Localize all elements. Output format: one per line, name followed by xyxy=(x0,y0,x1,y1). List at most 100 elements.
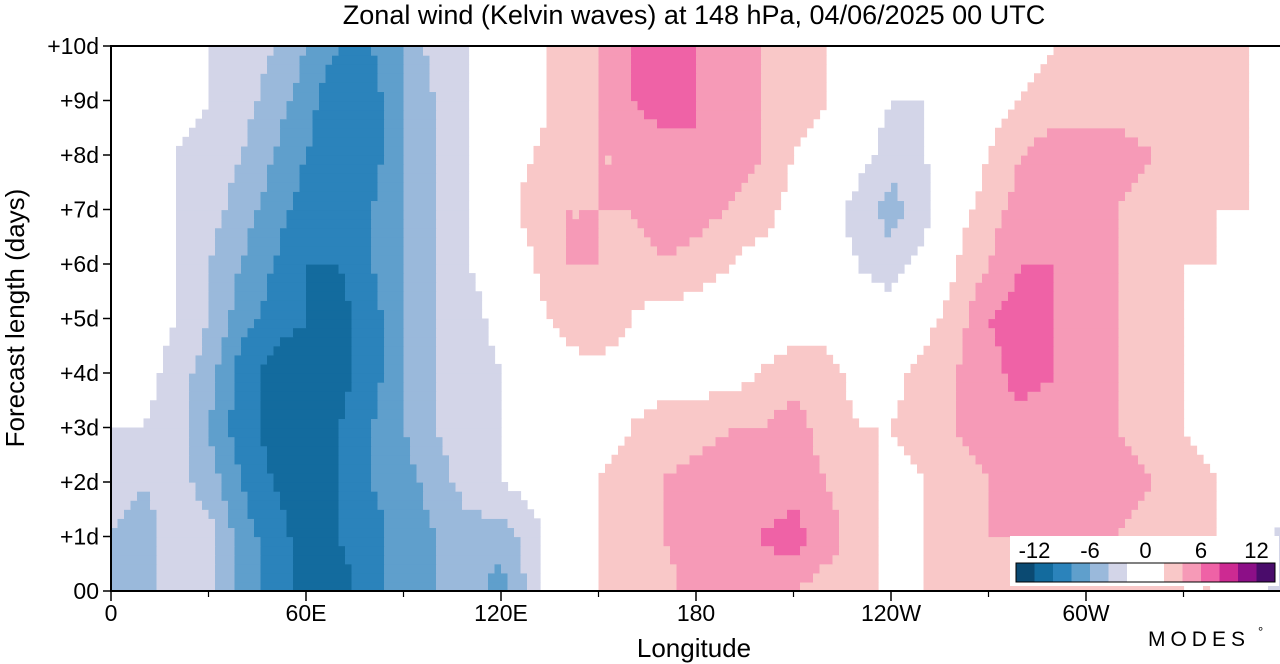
field-cell xyxy=(910,363,957,374)
field-cell xyxy=(598,536,665,547)
field-cell xyxy=(156,373,190,383)
field-cell xyxy=(787,345,827,356)
field-cell xyxy=(280,336,353,347)
field-cell xyxy=(163,354,197,365)
field-cell xyxy=(631,418,769,429)
field-cell xyxy=(267,445,340,456)
field-cell xyxy=(384,155,405,165)
field-cell xyxy=(1118,391,1185,401)
field-cell xyxy=(819,563,879,574)
field-cell xyxy=(403,264,437,274)
field-cell xyxy=(598,491,665,501)
field-cell xyxy=(845,200,879,211)
field-cell xyxy=(111,463,190,474)
field-cell xyxy=(1027,145,1152,156)
field-cell xyxy=(176,245,216,256)
field-cell xyxy=(293,82,320,93)
field-cell xyxy=(962,436,1126,447)
field-cell xyxy=(1008,200,1120,211)
field-cell xyxy=(1008,291,1055,301)
field-cell xyxy=(228,418,262,429)
field-cell xyxy=(403,191,437,202)
field-cell xyxy=(260,581,294,592)
field-cell xyxy=(1138,173,1250,183)
field-cell xyxy=(377,382,405,392)
field-cell xyxy=(371,472,418,483)
field-cell xyxy=(800,581,879,592)
field-cell xyxy=(403,418,437,429)
field-cell xyxy=(520,563,541,574)
field-cell xyxy=(371,418,405,429)
field-cell xyxy=(546,55,600,65)
field-cell xyxy=(260,409,346,420)
field-cell xyxy=(351,572,385,583)
field-cell xyxy=(995,309,1055,320)
field-cell xyxy=(657,118,697,129)
field-cell xyxy=(995,336,1055,347)
field-cell xyxy=(774,518,801,529)
field-cell xyxy=(423,482,457,492)
field-cell xyxy=(988,509,1133,519)
field-cell xyxy=(377,64,405,74)
field-cell xyxy=(195,482,223,492)
field-cell xyxy=(1053,46,1250,56)
field-cell xyxy=(189,373,216,383)
field-cell xyxy=(1118,227,1217,238)
field-cell xyxy=(221,336,242,347)
field-cell xyxy=(975,291,1009,301)
field-cell xyxy=(208,282,236,292)
field-cell xyxy=(949,291,977,301)
field-cell xyxy=(306,155,385,165)
field-cell xyxy=(215,545,236,556)
field-cell xyxy=(1118,527,1217,538)
field-cell xyxy=(1118,264,1185,274)
field-cell xyxy=(878,209,905,220)
field-cell xyxy=(403,409,437,420)
field-cell xyxy=(208,300,236,311)
field-cell xyxy=(377,500,424,510)
field-cell xyxy=(377,73,405,83)
field-cell xyxy=(436,418,502,429)
field-cell xyxy=(234,563,262,574)
field-cell xyxy=(267,454,340,465)
field-cell xyxy=(449,454,502,465)
field-cell xyxy=(150,409,190,420)
field-cell xyxy=(280,118,314,129)
field-cell xyxy=(325,64,379,74)
field-cell xyxy=(598,64,632,74)
field-cell xyxy=(956,427,1120,438)
field-cell xyxy=(488,572,509,583)
field-cell xyxy=(1118,254,1217,265)
field-cell xyxy=(1021,264,1055,274)
field-cell xyxy=(917,354,964,365)
field-cell xyxy=(156,563,216,574)
field-cell xyxy=(241,264,275,274)
field-cell xyxy=(858,173,931,183)
field-cell xyxy=(345,273,379,283)
field-cell xyxy=(982,173,1016,183)
field-cell xyxy=(1125,436,1191,447)
field-cell xyxy=(286,509,340,519)
field-cell xyxy=(351,354,385,365)
field-cell xyxy=(423,491,463,501)
field-cell xyxy=(1001,300,1055,311)
field-cell xyxy=(111,500,132,510)
field-cell xyxy=(436,145,470,156)
field-cell xyxy=(234,373,262,383)
field-cell xyxy=(228,327,249,338)
field-cell xyxy=(761,100,827,111)
field-cell xyxy=(436,300,483,311)
field-cell xyxy=(923,472,990,483)
field-cell xyxy=(761,527,808,538)
field-cell xyxy=(1125,127,1250,138)
field-cell xyxy=(273,254,372,265)
field-cell xyxy=(878,200,905,211)
field-cell xyxy=(813,445,879,456)
field-cell xyxy=(338,472,372,483)
field-cell xyxy=(559,327,626,338)
field-cell xyxy=(702,445,814,456)
field-cell xyxy=(215,400,236,410)
field-cell xyxy=(923,482,990,492)
y-tick-label: +7d xyxy=(60,197,99,223)
